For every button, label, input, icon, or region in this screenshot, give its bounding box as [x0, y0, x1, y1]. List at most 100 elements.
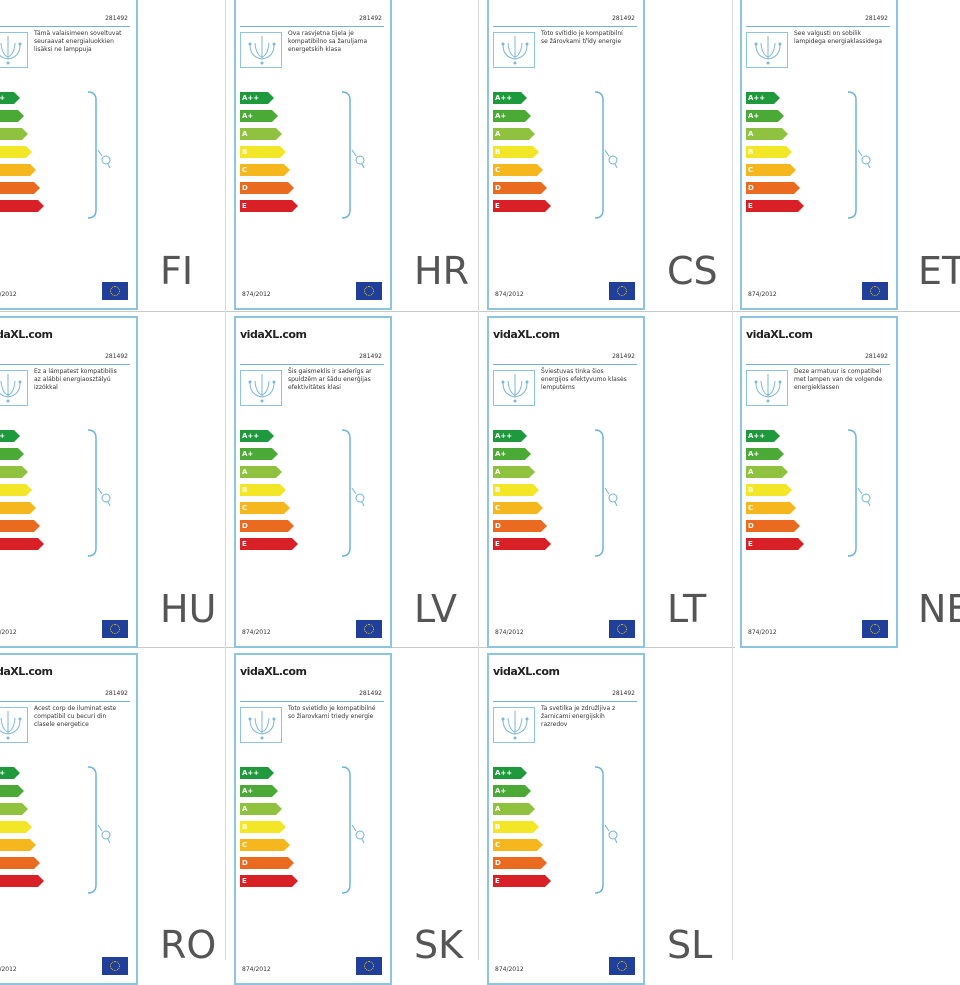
label-description: Acest corp de iluminat este compatibil c…	[34, 705, 117, 728]
product-code: 281492	[612, 353, 635, 360]
energy-class-bar: C	[240, 164, 290, 176]
energy-class-bar: B	[746, 484, 792, 496]
label-description: Šis gaismeklis ir saderīgs ar spuldzēm a…	[288, 368, 372, 391]
energy-class-bar: D	[240, 182, 294, 194]
energy-class-bar: A++	[0, 430, 20, 442]
chandelier-icon	[493, 32, 535, 68]
brand-logo: vidaXL.com	[0, 0, 53, 3]
bulb-bracket-icon	[844, 90, 874, 220]
energy-class-bar: A++	[746, 430, 780, 442]
product-code: 281492	[612, 15, 635, 22]
label-description: Toto svítidlo je kompatibilní se žárovka…	[541, 30, 623, 45]
energy-label-card: vidaXL.com 281492 Acest corp de iluminat e…	[0, 653, 138, 985]
chandelier-icon	[240, 707, 282, 743]
language-code: SL	[667, 923, 713, 967]
energy-class-bar: D	[746, 520, 800, 532]
header-rule	[746, 364, 890, 365]
energy-class-bar: E	[240, 875, 298, 887]
brand-logo: vidaXL.com	[0, 665, 53, 678]
regulation-number: 874/2012	[495, 291, 524, 298]
energy-class-bar: D	[0, 182, 40, 194]
bulb-bracket-icon	[591, 765, 621, 895]
header-rule	[0, 364, 130, 365]
energy-class-bar: A	[746, 128, 788, 140]
language-code: NE	[918, 587, 960, 631]
header-rule	[493, 364, 637, 365]
brand-logo: vidaXL.com	[746, 0, 813, 3]
chandelier-icon	[0, 32, 28, 68]
energy-class-bar: B	[0, 821, 32, 833]
column-divider	[478, 0, 479, 960]
brand-logo: vidaXL.com	[240, 665, 307, 678]
energy-class-bar: A	[746, 466, 788, 478]
regulation-number: 874/2012	[0, 629, 17, 636]
energy-class-bar: C	[240, 502, 290, 514]
energy-class-bar: C	[493, 839, 543, 851]
product-code: 281492	[359, 15, 382, 22]
energy-class-bar: A++	[240, 92, 274, 104]
energy-class-bar: C	[0, 839, 36, 851]
regulation-number: 874/2012	[242, 291, 271, 298]
row-divider	[0, 311, 960, 312]
energy-class-bar: A	[493, 466, 535, 478]
energy-class-bar: A	[240, 128, 282, 140]
header-rule	[240, 364, 384, 365]
energy-class-bar: A++	[493, 92, 527, 104]
energy-label-card: vidaXL.com 281492 Toto svítidlo je kompati…	[487, 0, 645, 310]
energy-class-bar: D	[493, 182, 547, 194]
energy-class-bar: C	[493, 502, 543, 514]
product-code: 281492	[359, 690, 382, 697]
energy-class-bar: B	[0, 146, 32, 158]
chandelier-icon	[493, 707, 535, 743]
energy-class-bar: A++	[493, 767, 527, 779]
energy-class-bar: A+	[240, 110, 278, 122]
energy-class-bar: A+	[493, 785, 531, 797]
energy-class-bar: C	[746, 502, 796, 514]
bulb-bracket-icon	[591, 428, 621, 558]
energy-class-bar: D	[0, 520, 40, 532]
energy-class-bar: D	[493, 857, 547, 869]
product-code: 281492	[865, 15, 888, 22]
label-description: Ta svetilka je združljiva z žarnicami en…	[541, 705, 616, 728]
energy-class-bar: A++	[0, 92, 20, 104]
energy-label-card: vidaXL.com 281492 Ta svetilka je združljiv…	[487, 653, 645, 985]
product-code: 281492	[105, 15, 128, 22]
language-code: LT	[667, 587, 707, 631]
energy-class-bar: D	[493, 520, 547, 532]
energy-label-card: vidaXL.com 281492 Ez a lámpatest kompatibi…	[0, 316, 138, 648]
energy-class-bar: E	[0, 538, 44, 550]
chandelier-icon	[240, 370, 282, 406]
regulation-number: 874/2012	[0, 966, 17, 973]
energy-class-bar: B	[493, 821, 539, 833]
language-code: HU	[160, 587, 217, 631]
energy-class-bar: A+	[240, 785, 278, 797]
header-rule	[0, 26, 130, 27]
header-rule	[240, 26, 384, 27]
energy-class-bar: D	[240, 520, 294, 532]
energy-class-bar: E	[493, 875, 551, 887]
energy-class-bar: D	[746, 182, 800, 194]
energy-class-bar: E	[240, 538, 298, 550]
product-code: 281492	[865, 353, 888, 360]
brand-logo: vidaXL.com	[0, 328, 53, 341]
energy-class-bar: B	[240, 484, 286, 496]
product-code: 281492	[612, 690, 635, 697]
energy-class-bar: A	[240, 466, 282, 478]
energy-class-bar: A	[0, 466, 28, 478]
energy-class-bar: E	[0, 875, 44, 887]
bulb-bracket-icon	[84, 90, 114, 220]
energy-class-bar: E	[493, 200, 551, 212]
eu-flag-icon	[609, 620, 635, 638]
brand-logo: vidaXL.com	[493, 328, 560, 341]
energy-class-bar: E	[240, 200, 298, 212]
language-code: ET	[918, 249, 960, 293]
energy-class-bar: A+	[0, 110, 24, 122]
column-divider	[225, 0, 226, 960]
energy-class-bar: A++	[240, 430, 274, 442]
chandelier-icon	[746, 370, 788, 406]
bulb-bracket-icon	[338, 765, 368, 895]
energy-class-bar: A++	[240, 767, 274, 779]
brand-logo: vidaXL.com	[493, 665, 560, 678]
energy-class-bar: A+	[493, 110, 531, 122]
energy-class-bar: C	[746, 164, 796, 176]
